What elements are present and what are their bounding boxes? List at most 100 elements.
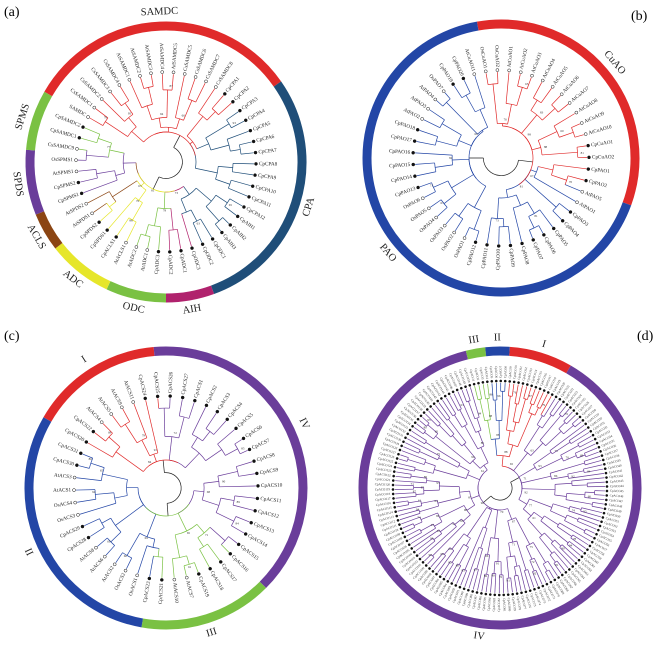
branch	[218, 102, 232, 116]
leaf-label: CpACO54	[600, 529, 614, 538]
support-value: 89	[237, 500, 241, 504]
leaf-label: CpCPA10	[255, 184, 277, 195]
branch	[173, 135, 181, 148]
branch	[226, 111, 239, 121]
leaf-marker	[255, 496, 260, 501]
branch	[454, 414, 463, 428]
branch-arc	[466, 400, 471, 403]
leaf-label: CpACO74	[534, 591, 542, 606]
branch	[566, 543, 581, 556]
support-value: 65	[100, 469, 104, 473]
leaf-marker	[488, 593, 492, 596]
leaf-marker	[494, 379, 498, 383]
leaf-label: CpACO114	[377, 510, 393, 517]
leaf-label: CpACO5	[489, 366, 494, 379]
branch-arc	[583, 468, 585, 473]
leaf-label: CpPAO17	[390, 134, 412, 144]
branch	[231, 120, 245, 129]
group-label: ODC	[122, 301, 146, 317]
leaf-marker	[197, 572, 201, 576]
branch	[126, 533, 141, 556]
leaf-label: CpACO131	[389, 427, 405, 438]
leaf-label: CpACO53	[602, 525, 617, 534]
leaf-marker	[84, 201, 88, 206]
branch-arc	[148, 224, 161, 228]
leaf-marker	[600, 454, 604, 457]
leaf-label: CpACO60	[586, 553, 600, 565]
leaf-marker	[393, 505, 397, 509]
leaf-label: CpCPA1	[225, 76, 242, 94]
leaf-label: CpACO66	[566, 573, 578, 587]
group-arc	[485, 346, 510, 357]
branch-arc	[141, 103, 153, 109]
leaf-label: CsSAMDC9	[47, 142, 75, 152]
branch-arc	[114, 170, 118, 181]
leaf-marker	[551, 226, 556, 231]
branch-arc	[197, 527, 211, 538]
leaf-marker	[90, 211, 94, 216]
leaf-label: CpACO2	[474, 368, 480, 381]
leaf-marker	[394, 510, 398, 514]
branch-arc	[102, 117, 109, 126]
leaf-marker	[467, 588, 470, 592]
branch	[209, 526, 226, 541]
leaf-marker	[438, 575, 442, 579]
leaf-label: CpACS25	[152, 372, 160, 394]
leaf-marker	[507, 68, 511, 73]
group-arc	[35, 211, 63, 249]
branch-arc	[158, 147, 183, 179]
leaf-marker	[593, 536, 596, 540]
branch-arc	[536, 424, 543, 429]
leaf-marker	[525, 383, 529, 386]
branch-arc	[491, 438, 500, 440]
branch	[170, 208, 174, 230]
group-label: IV	[473, 630, 486, 642]
branch-arc	[418, 509, 421, 514]
leaf-marker	[407, 543, 411, 547]
branch-arc	[536, 406, 541, 409]
branch-arc	[164, 436, 179, 439]
leaf-marker	[155, 394, 160, 399]
branch-arc	[435, 136, 439, 146]
leaf-marker	[421, 196, 425, 201]
leaf-label: CpACO21	[560, 384, 571, 398]
leaf-marker	[415, 554, 419, 557]
leaf-marker	[447, 392, 451, 396]
leaf-label: CpCPA9	[258, 173, 277, 182]
branch	[476, 548, 483, 570]
branch	[479, 109, 489, 128]
branch	[115, 552, 123, 563]
leaf-marker	[560, 219, 565, 223]
leaf-marker	[595, 532, 598, 536]
leaf-marker	[586, 143, 590, 148]
leaf-marker	[471, 590, 475, 593]
leaf-label: CpACO128	[382, 441, 398, 450]
branch	[556, 560, 565, 571]
leaf-label: CpACO150	[463, 367, 471, 383]
leaf-label: CpACO10	[512, 365, 518, 379]
leaf-label: CpACO143	[430, 382, 442, 397]
branch-arc	[217, 443, 226, 456]
branch	[494, 509, 499, 539]
leaf-label: CpACO98	[421, 572, 433, 585]
branch-arc	[558, 428, 564, 435]
leaf-label: CpADC3	[154, 254, 162, 274]
branch	[515, 194, 521, 206]
branch	[454, 218, 464, 232]
branch	[566, 493, 585, 496]
branch	[439, 485, 460, 487]
leaf-label: CpACO48	[608, 503, 622, 509]
branch-arc	[461, 92, 471, 99]
leaf-label: CpACO44	[610, 484, 624, 488]
branch-arc	[169, 459, 186, 469]
branch	[508, 383, 510, 396]
leaf-label: AtSAMDC2	[128, 47, 141, 74]
panel-d: (d) 86 98 96 88 76 87 79 88 79 63 65 75 68 76 93 84 92 86…	[335, 322, 669, 649]
leaf-label: CpACO84	[487, 597, 492, 611]
branch	[563, 425, 574, 435]
branch	[108, 197, 136, 229]
leaf-marker	[604, 471, 608, 475]
branch	[468, 568, 476, 589]
branch	[428, 410, 441, 424]
